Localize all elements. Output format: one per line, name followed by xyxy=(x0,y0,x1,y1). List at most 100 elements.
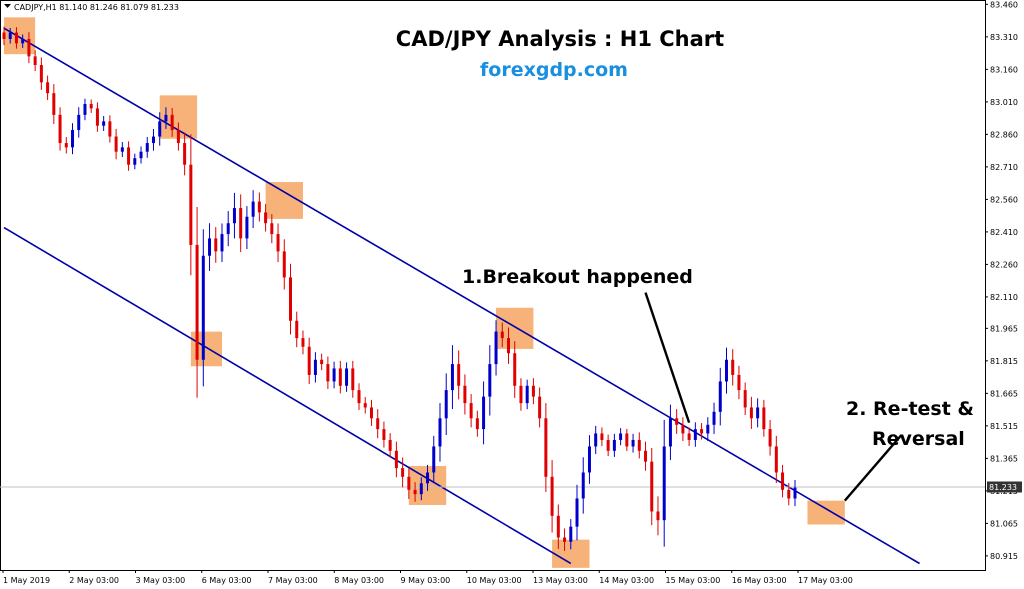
candle xyxy=(662,419,666,547)
candle xyxy=(388,433,392,458)
candle xyxy=(712,402,716,434)
x-tick-label: 10 May 03:00 xyxy=(467,576,522,585)
candle-body xyxy=(756,407,760,419)
candle xyxy=(656,496,660,536)
candle-body xyxy=(612,439,616,451)
candle xyxy=(774,435,778,484)
candle-body xyxy=(781,472,785,490)
candle-body xyxy=(345,368,349,386)
candle-body xyxy=(407,476,411,490)
y-tick-label: 83.010 xyxy=(990,98,1018,107)
candle-body xyxy=(631,439,635,447)
channel-lines xyxy=(3,27,920,565)
y-tick-label: 82.710 xyxy=(990,163,1018,172)
candle xyxy=(307,337,311,385)
x-tick-label: 14 May 03:00 xyxy=(599,576,654,585)
candle xyxy=(606,434,610,457)
candle xyxy=(401,457,405,488)
candle xyxy=(687,427,691,447)
candle-body xyxy=(575,498,579,527)
candle xyxy=(145,136,149,158)
candle xyxy=(525,379,529,410)
candle-body xyxy=(606,439,610,451)
candle xyxy=(120,142,124,158)
candle xyxy=(749,396,753,429)
candle xyxy=(731,349,735,386)
candle xyxy=(500,322,504,348)
candle xyxy=(357,383,361,410)
candle xyxy=(313,352,317,383)
candle-body xyxy=(276,234,280,252)
candle-body xyxy=(52,93,56,115)
y-tick-label: 80.915 xyxy=(990,552,1018,561)
candle xyxy=(756,398,760,428)
candle-body xyxy=(251,201,255,217)
y-tick-label: 81.815 xyxy=(990,357,1018,366)
candle-body xyxy=(525,385,529,404)
candle-body xyxy=(469,403,473,419)
candle-body xyxy=(681,424,685,434)
candle xyxy=(151,128,155,151)
annotation-retest: 2. Re-test & xyxy=(846,398,974,420)
candle xyxy=(681,417,685,442)
candle xyxy=(133,153,137,170)
candle-body xyxy=(650,461,654,512)
candle xyxy=(58,107,62,151)
candle-body xyxy=(295,320,299,339)
candle xyxy=(700,423,704,440)
candle-body xyxy=(793,487,797,499)
candle xyxy=(438,403,442,462)
candle xyxy=(563,528,567,551)
candle-body xyxy=(438,418,442,447)
candle-body xyxy=(706,424,710,434)
candle xyxy=(226,211,230,247)
candle-body xyxy=(8,32,12,40)
candle xyxy=(432,435,436,484)
candle-body xyxy=(656,511,660,521)
candle-body xyxy=(457,364,461,386)
candle-body xyxy=(419,483,423,495)
candle xyxy=(158,112,162,146)
candle-body xyxy=(619,433,623,440)
candle xyxy=(619,428,623,446)
chart-title: CAD/JPY Analysis : H1 Chart xyxy=(396,27,724,51)
candle-body xyxy=(488,364,492,397)
candle-body xyxy=(363,403,367,408)
candle xyxy=(382,421,386,448)
candle-body xyxy=(500,331,504,339)
x-tick-label: 17 May 03:00 xyxy=(798,576,853,585)
candle-body xyxy=(39,65,43,83)
candle-body xyxy=(301,338,305,347)
candle xyxy=(176,122,180,151)
candle xyxy=(463,374,467,415)
x-axis: 1 May 2019 2 May 03:00 3 May 03:00 6 May 03… xyxy=(2,570,853,585)
candle-body xyxy=(569,526,573,542)
candle xyxy=(450,345,454,410)
candle-body xyxy=(426,472,430,484)
candle-body xyxy=(594,433,598,447)
candle xyxy=(513,341,517,398)
x-tick-label: 6 May 03:00 xyxy=(202,576,252,585)
highlight-zone xyxy=(190,331,222,367)
candle-body xyxy=(108,121,112,137)
candle xyxy=(444,373,448,435)
candle xyxy=(77,107,81,138)
x-tick-label: 13 May 03:00 xyxy=(533,576,588,585)
candle-body xyxy=(538,396,542,419)
x-tick-label: 2 May 03:00 xyxy=(69,576,119,585)
candle-body xyxy=(444,390,448,419)
candle-body xyxy=(64,143,68,148)
chevron-down-icon[interactable] xyxy=(4,4,11,8)
candle xyxy=(33,50,37,72)
candle-body xyxy=(662,446,666,521)
candle xyxy=(102,116,106,132)
highlight-zone xyxy=(265,182,303,219)
candle xyxy=(345,362,349,392)
candle-body xyxy=(413,489,417,495)
candle xyxy=(320,353,324,371)
candle xyxy=(724,347,728,394)
candle xyxy=(276,223,280,263)
candle-body xyxy=(668,418,672,447)
y-tick-label: 82.860 xyxy=(990,130,1018,139)
candle-body xyxy=(214,238,218,252)
